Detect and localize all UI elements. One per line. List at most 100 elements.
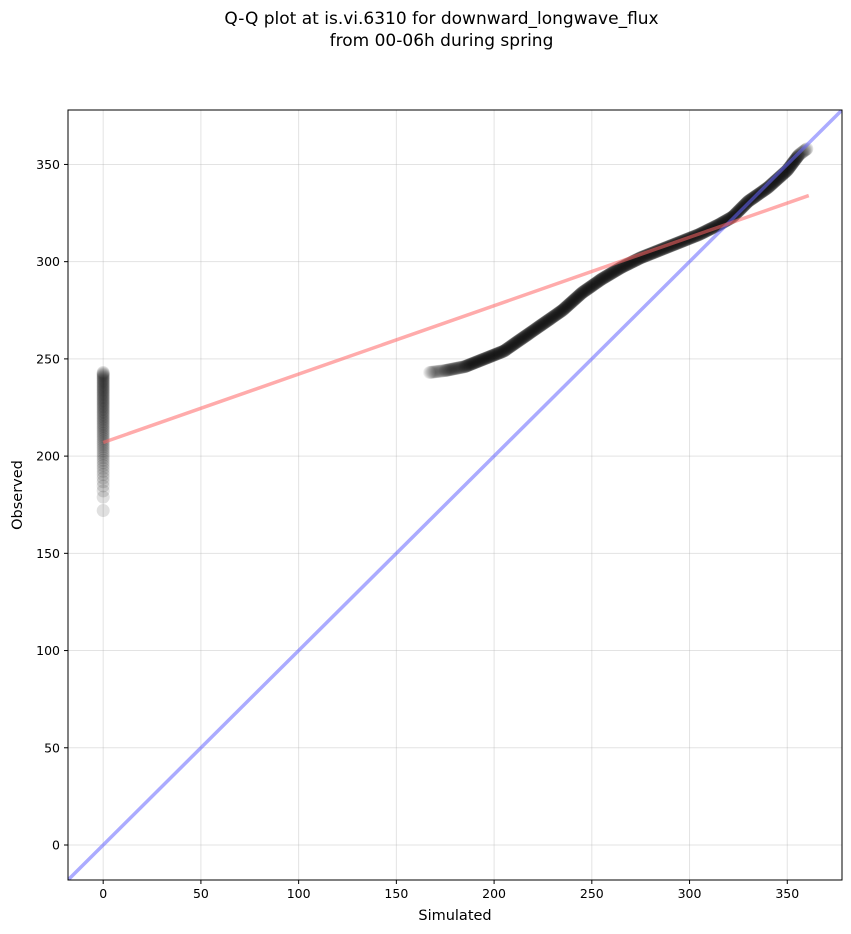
data-point (460, 359, 474, 373)
data-point (535, 318, 549, 332)
data-point (96, 418, 110, 432)
data-point (453, 361, 467, 375)
data-point (516, 331, 530, 345)
data-point (96, 390, 110, 404)
data-point (96, 397, 110, 411)
data-point (437, 364, 451, 378)
data-point (511, 335, 525, 349)
data-point (580, 282, 594, 296)
data-point (554, 304, 568, 318)
data-point (610, 263, 624, 277)
data-point (594, 273, 608, 287)
data-point (425, 365, 439, 379)
data-point (611, 262, 625, 276)
data-point (96, 409, 110, 423)
data-point (480, 351, 494, 365)
x-tick-label: 350 (775, 886, 799, 901)
data-point (96, 404, 110, 418)
data-point (613, 261, 627, 275)
data-point (760, 181, 774, 195)
data-point (601, 269, 615, 283)
data-point (786, 156, 800, 169)
data-point (423, 365, 437, 379)
data-point (577, 284, 591, 298)
data-point (452, 361, 466, 375)
data-point (601, 268, 615, 282)
x-tick-label: 50 (193, 886, 209, 901)
data-point (445, 362, 459, 376)
data-point (452, 361, 466, 375)
data-point (553, 305, 567, 319)
data-point (584, 280, 598, 294)
data-point (96, 379, 110, 393)
data-point (485, 349, 499, 363)
data-point (492, 346, 506, 360)
data-point (96, 388, 110, 402)
data-point (479, 351, 493, 365)
data-point (96, 425, 110, 439)
data-point (497, 344, 511, 358)
data-point (517, 330, 531, 344)
data-point (602, 268, 616, 282)
data-point (96, 383, 110, 397)
data-point (589, 276, 603, 290)
data-point (598, 270, 612, 284)
data-point (503, 340, 517, 354)
data-point (444, 362, 458, 376)
data-point (531, 320, 545, 334)
data-point (500, 342, 514, 356)
data-point (435, 364, 449, 378)
data-point (590, 276, 604, 290)
data-point (498, 343, 512, 357)
data-point (795, 146, 809, 160)
data-point (583, 280, 597, 294)
data-point (567, 293, 581, 307)
data-point (516, 331, 530, 344)
data-point (519, 329, 533, 343)
data-point (565, 295, 579, 309)
data-point (96, 471, 110, 485)
data-point (96, 412, 110, 426)
data-point (96, 382, 110, 396)
data-point (550, 307, 564, 321)
data-point (582, 281, 596, 295)
data-point (506, 338, 520, 352)
y-tick-label: 250 (36, 351, 60, 366)
data-point (96, 407, 110, 421)
y-tick-label: 50 (44, 740, 60, 755)
line-layer (68, 110, 842, 880)
data-point (557, 302, 571, 316)
data-point (604, 266, 618, 280)
data-point (586, 278, 600, 292)
data-point (597, 271, 611, 285)
data-point (427, 365, 441, 379)
data-point (514, 333, 528, 347)
data-point (449, 361, 463, 375)
data-point (459, 359, 473, 373)
data-point (442, 363, 456, 377)
data-point (592, 274, 606, 288)
data-point (96, 436, 110, 450)
data-point (96, 479, 110, 493)
data-point (532, 319, 546, 333)
data-point (518, 329, 532, 343)
data-point (481, 351, 495, 365)
data-point (96, 416, 110, 430)
data-point (538, 315, 552, 329)
data-point (596, 271, 610, 285)
data-point (481, 350, 495, 364)
data-point (462, 358, 476, 372)
data-point (96, 415, 110, 429)
chart-title-line-1: Q-Q plot at is.vi.6310 for downward_long… (224, 9, 659, 29)
data-point (498, 344, 512, 358)
data-point (608, 264, 622, 278)
data-point (563, 297, 577, 311)
data-point (436, 364, 450, 378)
data-point (471, 354, 485, 368)
data-point (542, 313, 556, 327)
data-point (444, 362, 458, 376)
data-point (560, 299, 574, 313)
data-point (787, 154, 801, 168)
data-point (570, 290, 584, 304)
